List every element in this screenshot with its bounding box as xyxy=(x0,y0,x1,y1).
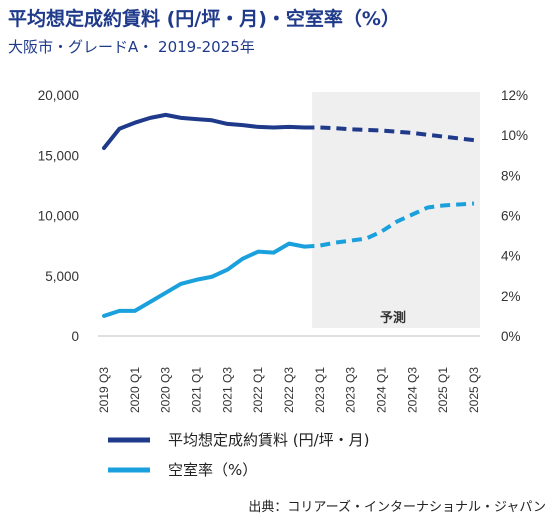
x-tick-label: 2024 Q3 xyxy=(405,367,419,413)
y-left-tick-label: 5,000 xyxy=(45,269,79,284)
y-left-tick-label: 10,000 xyxy=(38,209,79,224)
y-left-tick-label: 0 xyxy=(71,329,79,344)
x-tick-label: 2019 Q3 xyxy=(97,367,111,413)
chart-subtitle: 大阪市・グレードA・ 2019-2025年 xyxy=(8,38,255,56)
source-note: 出典：コリアーズ・インターナショナル・ジャパン xyxy=(248,500,546,515)
x-tick-label: 2021 Q3 xyxy=(220,367,234,413)
x-tick-label: 2023 Q1 xyxy=(313,367,327,413)
y-right-tick-label: 2% xyxy=(501,289,521,304)
x-tick-label: 2020 Q3 xyxy=(159,367,173,413)
series-line-rent-forecast xyxy=(304,125,475,143)
series-line-vacancy-forecast xyxy=(304,201,475,249)
forecast-label: 予測 xyxy=(380,310,406,326)
x-tick-label: 2025 Q1 xyxy=(436,367,450,413)
chart-title: 平均想定成約賃料 (円/坪・月)・空室率（%） xyxy=(8,8,400,30)
y-left-tick-label: 20,000 xyxy=(38,88,79,103)
x-tick-label: 2022 Q3 xyxy=(282,367,296,413)
y-right-tick-label: 6% xyxy=(501,209,521,224)
y-left-tick-label: 15,000 xyxy=(38,148,79,163)
x-tick-label: 2023 Q3 xyxy=(344,367,358,413)
forecast-region xyxy=(312,92,480,328)
x-tick-label: 2020 Q1 xyxy=(128,367,142,413)
legend-label-vacancy: 空室率（%） xyxy=(168,461,257,479)
y-right-tick-label: 4% xyxy=(501,249,521,264)
y-right-tick-label: 0% xyxy=(501,329,521,344)
y-right-tick-label: 8% xyxy=(501,168,521,183)
y-right-tick-label: 12% xyxy=(501,88,528,103)
series-line-vacancy-actual xyxy=(102,241,307,318)
x-tick-label: 2025 Q3 xyxy=(467,367,481,413)
x-tick-label: 2024 Q1 xyxy=(375,367,389,413)
series-line-rent-actual xyxy=(102,112,307,151)
x-tick-label: 2021 Q1 xyxy=(190,367,204,413)
legend-label-rent: 平均想定成約賃料 (円/坪・月) xyxy=(168,431,370,449)
y-right-tick-label: 10% xyxy=(501,128,528,143)
x-tick-label: 2022 Q1 xyxy=(251,367,265,413)
